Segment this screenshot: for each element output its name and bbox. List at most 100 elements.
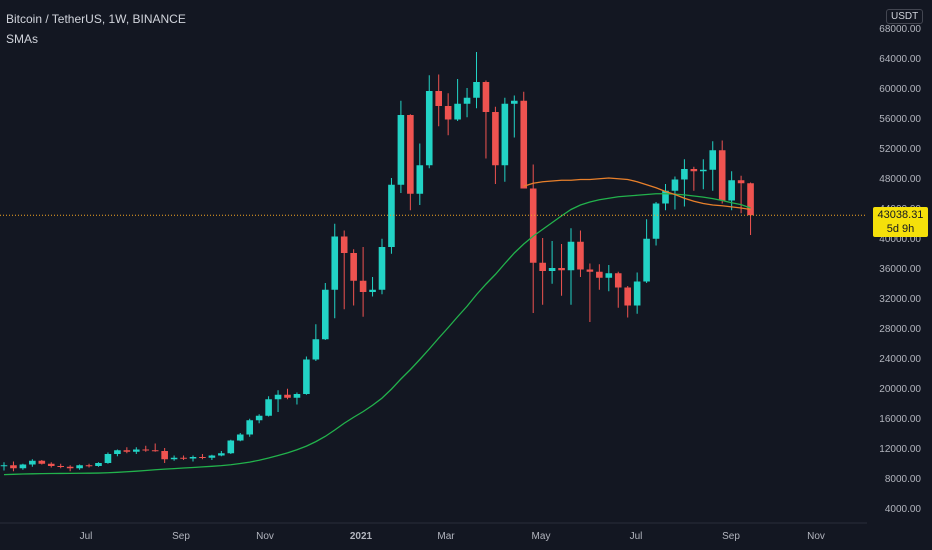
candle-body bbox=[473, 82, 480, 98]
candle-body bbox=[407, 115, 414, 194]
candle-body bbox=[747, 183, 754, 216]
price-tick-label: 24000.00 bbox=[879, 354, 921, 365]
candle bbox=[624, 286, 631, 318]
candle-body bbox=[718, 150, 726, 201]
candle-body bbox=[700, 169, 707, 172]
candle bbox=[444, 93, 452, 136]
candle bbox=[378, 238, 386, 295]
bar-countdown: 5d 9h bbox=[886, 223, 915, 235]
candle-body bbox=[378, 247, 386, 290]
sma-lines-layer bbox=[3, 177, 751, 476]
chart-legend: Bitcoin / TetherUS, 1W, BINANCE SMAs bbox=[6, 9, 186, 49]
candle bbox=[85, 463, 93, 468]
candle bbox=[369, 277, 376, 297]
candle-body bbox=[199, 457, 206, 458]
candle-body bbox=[236, 434, 244, 441]
time-tick-label: Nov bbox=[807, 531, 825, 542]
candle-body bbox=[567, 241, 575, 271]
candle-body bbox=[539, 262, 546, 271]
price-tick-label: 20000.00 bbox=[879, 384, 921, 395]
candle bbox=[293, 392, 301, 405]
candle bbox=[151, 443, 159, 452]
candle bbox=[671, 176, 679, 210]
candle bbox=[501, 97, 509, 182]
candle bbox=[0, 462, 8, 471]
candle bbox=[303, 356, 310, 395]
candle-body bbox=[161, 451, 168, 460]
candle bbox=[728, 171, 735, 211]
candle bbox=[114, 449, 121, 457]
candle bbox=[388, 178, 395, 254]
last-price-value: 43038.31 bbox=[877, 209, 924, 221]
candle bbox=[265, 396, 272, 417]
time-tick-label: 2021 bbox=[350, 531, 373, 542]
candle-body bbox=[85, 465, 93, 467]
candle-body bbox=[444, 106, 452, 120]
candle-body bbox=[170, 457, 178, 460]
candle-body bbox=[690, 169, 698, 172]
candle bbox=[199, 454, 206, 460]
candle-body bbox=[66, 466, 74, 469]
candle-body bbox=[397, 115, 405, 185]
candle bbox=[397, 100, 405, 193]
candle-body bbox=[57, 466, 64, 467]
time-tick-label: Sep bbox=[722, 531, 740, 542]
candle-body bbox=[435, 91, 442, 106]
candle-body bbox=[586, 269, 594, 272]
candle-body bbox=[208, 455, 216, 458]
symbol-title[interactable]: Bitcoin / TetherUS, 1W, BINANCE bbox=[6, 12, 186, 26]
price-tick-label: 56000.00 bbox=[879, 114, 921, 125]
candle-body bbox=[10, 465, 17, 469]
candle bbox=[38, 460, 46, 465]
candle-body bbox=[662, 190, 669, 204]
time-tick-label: May bbox=[532, 531, 551, 542]
candle-body bbox=[312, 339, 320, 360]
candle-body bbox=[151, 450, 159, 452]
candle bbox=[47, 462, 55, 468]
time-tick-label: Sep bbox=[172, 531, 190, 542]
indicator-label[interactable]: SMAs bbox=[6, 32, 39, 46]
candle-body bbox=[133, 449, 140, 452]
price-tick-label: 28000.00 bbox=[879, 324, 921, 335]
candle-body bbox=[359, 280, 367, 292]
candle-body bbox=[142, 449, 150, 451]
candle-body bbox=[671, 179, 679, 191]
candle bbox=[95, 462, 102, 467]
candle-body bbox=[95, 463, 102, 466]
candle-body bbox=[114, 450, 121, 454]
candle bbox=[492, 106, 499, 184]
candle bbox=[255, 414, 263, 424]
candle-body bbox=[255, 415, 263, 421]
candle bbox=[605, 265, 613, 292]
candle-body bbox=[180, 457, 187, 459]
candle bbox=[322, 283, 329, 340]
currency-label[interactable]: USDT bbox=[886, 9, 924, 24]
candle bbox=[614, 271, 622, 308]
candle bbox=[548, 241, 556, 284]
price-tick-label: 8000.00 bbox=[885, 474, 922, 485]
candles-layer bbox=[0, 52, 754, 472]
candle-body bbox=[227, 440, 235, 454]
candle-body bbox=[265, 399, 272, 416]
last-price-tag: 43038.31 5d 9h bbox=[873, 207, 928, 237]
candle bbox=[284, 388, 291, 400]
candle-body bbox=[416, 165, 424, 194]
candle-body bbox=[558, 268, 565, 271]
candle-body bbox=[293, 394, 301, 398]
candle-body bbox=[218, 453, 225, 456]
candle bbox=[208, 454, 216, 460]
candle bbox=[558, 244, 565, 296]
candle-body bbox=[463, 97, 471, 104]
candle bbox=[737, 175, 745, 214]
time-axis[interactable]: Jul Sep Nov 2021 Mar May Jul Sep Nov bbox=[80, 531, 825, 542]
candle bbox=[709, 141, 717, 191]
candle bbox=[596, 264, 603, 290]
candle bbox=[227, 439, 235, 454]
candle-body bbox=[633, 281, 641, 306]
candle bbox=[331, 223, 339, 319]
candle-body bbox=[501, 103, 509, 166]
price-tick-label: 32000.00 bbox=[879, 294, 921, 305]
candle-body bbox=[322, 289, 329, 340]
